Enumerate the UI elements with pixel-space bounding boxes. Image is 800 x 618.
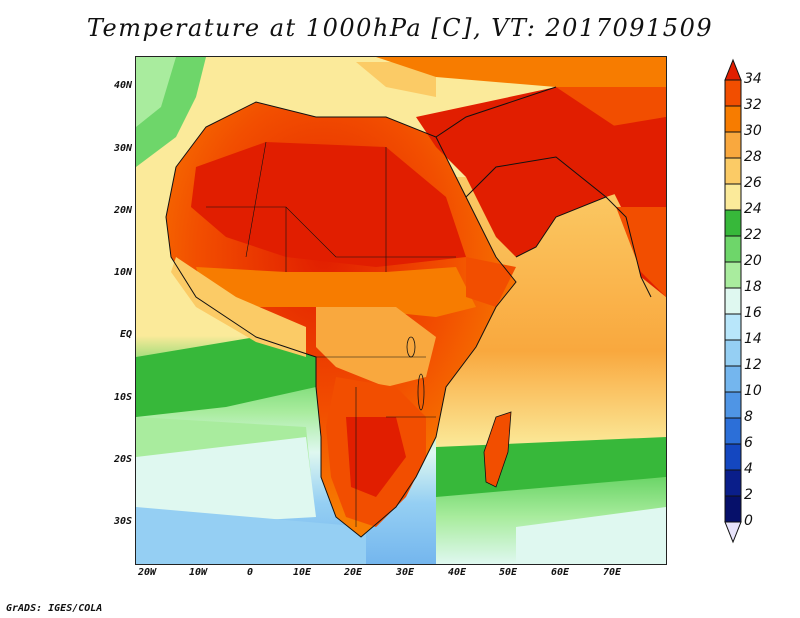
colorbar-label: 4 xyxy=(744,461,753,477)
colorbar-label: 24 xyxy=(744,201,762,217)
horn-of-africa xyxy=(466,257,516,307)
lon-label-0: 0 xyxy=(246,567,254,578)
kalahari-core xyxy=(346,417,406,497)
colorbar-segment xyxy=(724,391,742,419)
country-borders xyxy=(206,141,456,527)
south-atlantic-pale xyxy=(136,437,316,527)
sahara-core xyxy=(191,142,466,267)
colorbar-top-arrow xyxy=(724,58,742,81)
colorbar-bottom-arrow xyxy=(724,521,742,544)
lon-label-50e: 50E xyxy=(498,567,518,578)
colorbar-segment xyxy=(724,131,742,159)
lon-label-20e: 20E xyxy=(343,567,363,578)
lat-label-30n: 30N xyxy=(113,143,132,154)
arabia-land xyxy=(416,87,666,257)
madagascar xyxy=(483,411,512,488)
lake-tanganyika xyxy=(417,373,425,411)
colorbar-segment xyxy=(724,339,742,367)
north-atlantic-cooler xyxy=(136,57,176,127)
colorbar-segment xyxy=(724,105,742,133)
colorbar-segment xyxy=(724,313,742,341)
colorbar-segment xyxy=(724,443,742,471)
lat-label-10n: 10N xyxy=(113,267,132,278)
south-indian-pale xyxy=(516,507,666,564)
colorbar-label: 2 xyxy=(744,487,753,503)
colorbar-label: 28 xyxy=(744,149,762,165)
lon-label-60e: 60E xyxy=(550,567,570,578)
lon-label-20w: 20W xyxy=(137,567,157,578)
colorbar-segment xyxy=(724,469,742,497)
lat-label-10s: 10S xyxy=(113,392,132,403)
north-strip xyxy=(376,57,666,87)
lon-label-10w: 10W xyxy=(188,567,208,578)
temperature-map xyxy=(135,56,667,565)
colorbar-label: 22 xyxy=(744,227,762,243)
lat-label-eq: EQ xyxy=(119,329,132,340)
colorbar-label: 6 xyxy=(744,435,753,451)
colorbar-label: 30 xyxy=(744,123,762,139)
india-south xyxy=(616,207,666,297)
india-coastline xyxy=(605,196,652,298)
colorbar-label: 26 xyxy=(744,175,762,191)
sahel-band xyxy=(196,267,476,317)
colorbar-label: 18 xyxy=(744,279,762,295)
colorbar-label: 32 xyxy=(744,97,762,113)
colorbar-segment xyxy=(724,495,742,523)
colorbar-segment xyxy=(724,365,742,393)
colorbar-label: 14 xyxy=(744,331,762,347)
lat-label-20s: 20S xyxy=(113,454,132,465)
colorbar-segment xyxy=(724,183,742,211)
colorbar xyxy=(724,58,742,544)
colorbar-segment xyxy=(724,287,742,315)
lat-label-40n: 40N xyxy=(113,80,132,91)
lake-victoria xyxy=(406,336,416,358)
central-africa xyxy=(316,307,436,387)
colorbar-segment xyxy=(724,235,742,263)
map-title: Temperature at 1000hPa [C], VT: 20170915… xyxy=(86,14,714,42)
colorbar-label: 0 xyxy=(744,513,753,529)
lon-label-30e: 30E xyxy=(395,567,415,578)
colorbar-label: 34 xyxy=(744,71,762,87)
colorbar-segment xyxy=(724,417,742,445)
lon-label-70e: 70E xyxy=(602,567,622,578)
colorbar-label: 20 xyxy=(744,253,762,269)
colorbar-label: 8 xyxy=(744,409,753,425)
south-atlantic-blue xyxy=(136,507,366,564)
iran-region xyxy=(556,77,666,127)
colorbar-label: 12 xyxy=(744,357,762,373)
colorbar-label: 16 xyxy=(744,305,762,321)
west-africa-coast xyxy=(171,257,306,357)
lat-label-20n: 20N xyxy=(113,205,132,216)
colorbar-segment xyxy=(724,261,742,289)
colorbar-segment xyxy=(724,209,742,237)
africa-coastline xyxy=(165,101,517,538)
lat-label-30s: 30S xyxy=(113,516,132,527)
colorbar-label: 10 xyxy=(744,383,762,399)
map-svg xyxy=(136,57,666,564)
lon-label-40e: 40E xyxy=(447,567,467,578)
grads-credit: GrADS: IGES/COLA xyxy=(6,603,103,614)
east-med xyxy=(356,62,436,97)
colorbar-segment xyxy=(724,79,742,107)
lon-label-10e: 10E xyxy=(292,567,312,578)
equatorial-atlantic xyxy=(136,337,316,417)
colorbar-segment xyxy=(724,157,742,185)
